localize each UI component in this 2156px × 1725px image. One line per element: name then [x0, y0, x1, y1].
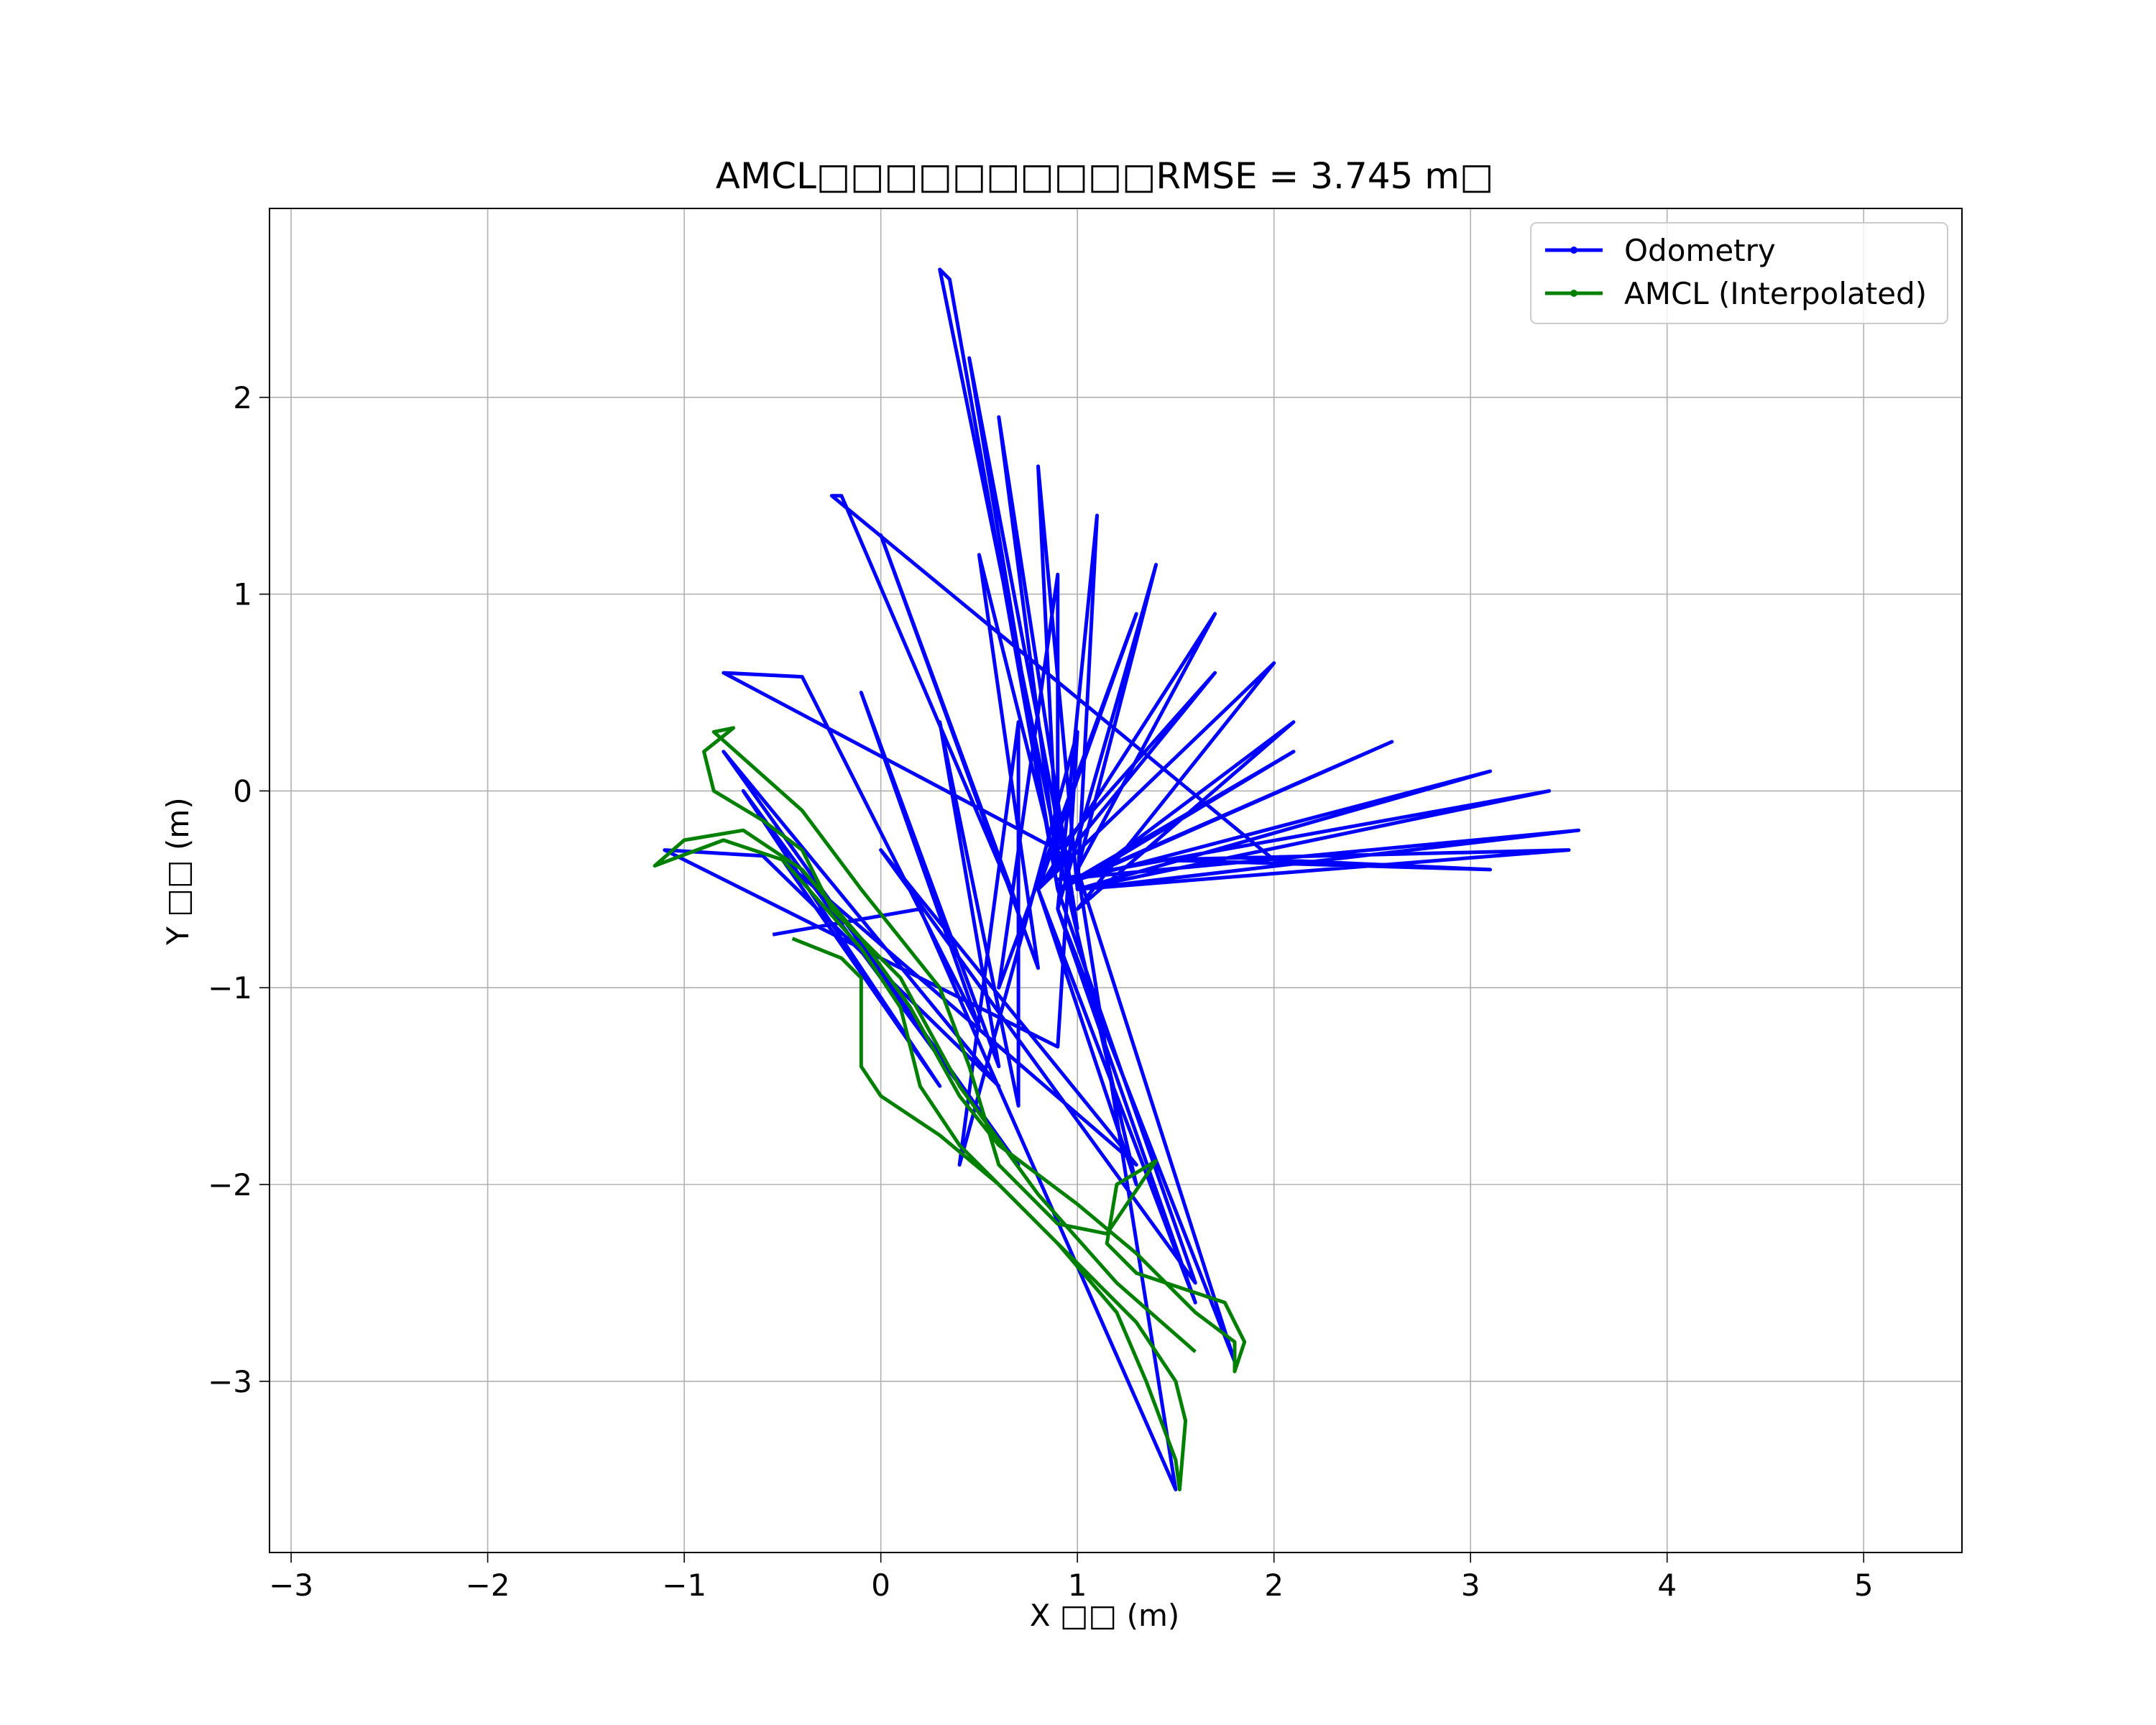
legend-box: [1530, 222, 1948, 324]
x-tick-label: 4: [1657, 1568, 1677, 1603]
x-tick-label: −1: [662, 1568, 706, 1603]
legend-marker: [1570, 247, 1577, 254]
x-tick-label: 1: [1068, 1568, 1087, 1603]
x-tick-label: 0: [871, 1568, 890, 1603]
y-tick-label: 0: [233, 773, 252, 809]
legend-marker: [1570, 290, 1577, 297]
legend-label: Odometry: [1624, 233, 1776, 268]
x-tick-label: −3: [269, 1568, 313, 1603]
plot-frame: [269, 208, 1963, 1553]
x-tick-label: −2: [466, 1568, 510, 1603]
chart-title: AMCL□□□□□□□□□□RMSE = 3.745 m□: [716, 155, 1493, 197]
legend-label: AMCL (Interpolated): [1624, 276, 1927, 311]
series-line: [653, 726, 1247, 1491]
y-tick-label: −1: [208, 970, 252, 1006]
y-tick-label: −3: [208, 1364, 252, 1399]
x-tick-label: 3: [1461, 1568, 1480, 1603]
x-axis-label: X □□ (m): [1030, 1598, 1180, 1633]
y-axis-label: Y □□ (m): [160, 797, 195, 945]
x-tick-label: 2: [1264, 1568, 1284, 1603]
y-tick-label: −2: [208, 1167, 252, 1202]
series-line: [663, 267, 1581, 1491]
y-tick-label: 1: [233, 577, 252, 612]
x-tick-label: 5: [1854, 1568, 1874, 1603]
y-tick-label: 2: [233, 380, 252, 415]
